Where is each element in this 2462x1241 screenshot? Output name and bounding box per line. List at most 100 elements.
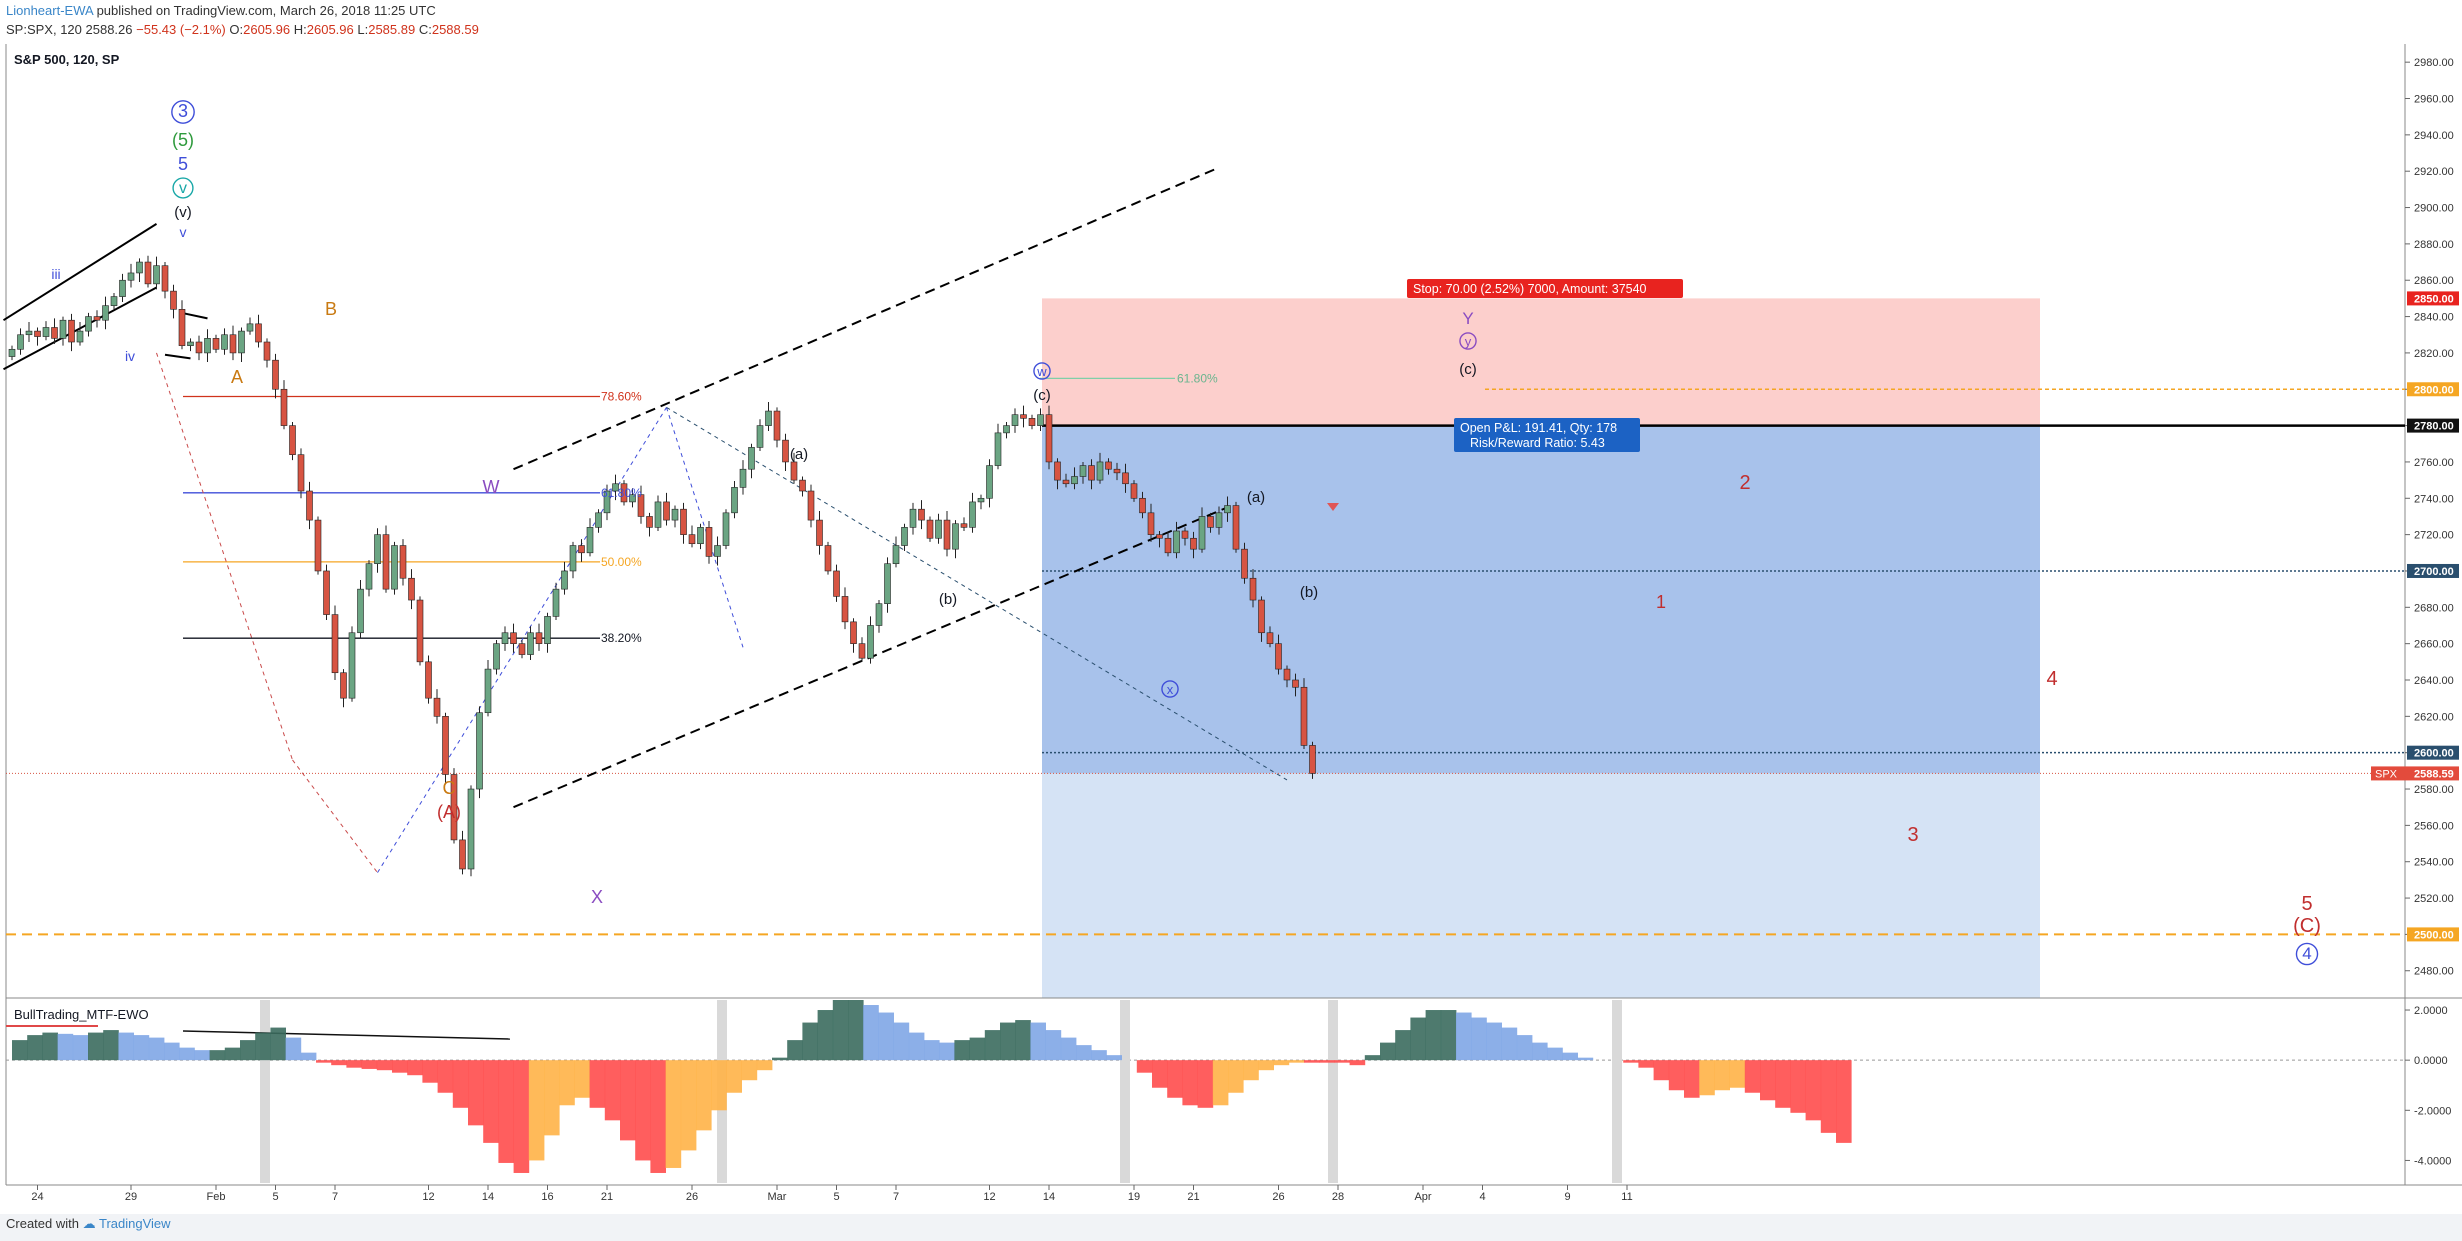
footer-brand[interactable]: TradingView — [99, 1216, 171, 1231]
y-tick-label: 2920.00 — [2414, 166, 2454, 178]
ewo-bar — [498, 1060, 514, 1163]
ewo-bar — [984, 1030, 1001, 1061]
ewo-bar — [452, 1060, 469, 1108]
candle-body — [493, 643, 500, 670]
ohlc-high-label: H: — [293, 22, 307, 37]
wave-v-circle-label-circle — [172, 177, 194, 199]
wave-5-label: 5 — [178, 154, 188, 174]
ewo-tick-label: -2.0000 — [2414, 1105, 2451, 1117]
ewo-bar — [924, 1040, 940, 1061]
candle-body — [960, 523, 968, 528]
ewo-bar — [422, 1060, 438, 1083]
ewo-bar — [802, 1022, 818, 1061]
wave-C-label: C — [443, 778, 456, 798]
ewo-bar — [696, 1060, 712, 1131]
ohlc-open: 2605.96 — [243, 22, 291, 37]
ewo-bar — [57, 1033, 74, 1061]
candle-body — [1147, 512, 1155, 535]
wave-x-circle-label: x — [1167, 682, 1174, 697]
ohlc-close-label: C: — [418, 22, 432, 37]
y-tick-label: 2980.00 — [2414, 57, 2454, 69]
candle-body — [773, 410, 781, 441]
ewo-tick-label: -4.0000 — [2414, 1155, 2451, 1167]
ewo-bar — [1501, 1027, 1518, 1061]
ewo-bar — [1334, 1060, 1350, 1063]
chart-canvas[interactable]: 78.60% 61.80% 50.00% 38.20% 61.80% 3 (5) 5 v (v) v… — [0, 44, 2462, 1214]
candle-body — [620, 483, 628, 503]
candle-body — [1232, 505, 1240, 550]
ewo-bar — [1395, 1030, 1411, 1061]
ewo-gray-band — [1328, 1000, 1338, 1183]
ewo-bar — [1699, 1060, 1715, 1096]
wave-w-circle-label-circle — [1033, 362, 1051, 380]
y-tick-label: 2660.00 — [2414, 639, 2454, 651]
candle-body — [459, 839, 466, 870]
candle-body — [1198, 516, 1206, 550]
ewo-tick-label: 2.0000 — [2414, 1005, 2448, 1017]
y-tick-label: 2820.00 — [2414, 348, 2454, 360]
candle-body — [1088, 465, 1095, 481]
ewo-bar — [285, 1037, 302, 1061]
x-tick-label: 26 — [1272, 1191, 1284, 1203]
candle-body — [306, 490, 313, 521]
candle-body — [408, 577, 415, 601]
candle-body — [136, 261, 143, 274]
ewo-bar — [1668, 1060, 1685, 1091]
ewo-bar — [1243, 1060, 1259, 1081]
y-tick-label: 2520.00 — [2414, 893, 2454, 905]
candle-body — [926, 519, 934, 539]
stop-label-bg — [1407, 279, 1683, 298]
ewo-bar — [346, 1060, 362, 1068]
price-label-2800: 2800.00 — [2414, 384, 2454, 396]
candle-body — [1139, 497, 1146, 514]
ewo-bar — [179, 1047, 195, 1061]
fib-label-small: 61.80% — [1177, 371, 1218, 385]
wave-Y-label: Y — [1462, 309, 1473, 328]
y-tick-label: 2740.00 — [2414, 493, 2454, 505]
candle-body — [705, 527, 713, 557]
candle-body — [1266, 632, 1274, 644]
author-link[interactable]: Lionheart-EWA — [6, 3, 93, 18]
ewo-bar — [1638, 1060, 1654, 1068]
ewo-bar — [1273, 1060, 1290, 1066]
candle-body — [569, 545, 577, 572]
ewo-bar — [1319, 1060, 1335, 1063]
tradingview-logo-icon: ☁ — [82, 1216, 96, 1231]
wave-small-v-label: v — [180, 224, 187, 240]
candle-body — [1105, 461, 1112, 470]
candle-body — [365, 563, 373, 590]
ewo-bar — [1562, 1052, 1578, 1061]
candle-body — [34, 330, 41, 337]
wave-A-label: A — [231, 367, 243, 387]
ewo-bar — [1684, 1060, 1700, 1098]
candle-body — [952, 523, 959, 550]
candle-body — [144, 261, 152, 285]
wave-A-paren-label: (A) — [437, 802, 461, 822]
candle-body — [238, 330, 245, 354]
ewo-bar — [680, 1060, 697, 1151]
ewo-bar — [863, 1005, 879, 1061]
candle-body — [416, 599, 424, 663]
candle-body — [586, 527, 594, 554]
candle-body — [399, 545, 407, 579]
ewo-bar — [1547, 1047, 1563, 1061]
candle-body — [841, 596, 849, 623]
candle-body — [382, 534, 390, 590]
ewo-bar — [72, 1035, 89, 1061]
wave-w-circle-label: w — [1036, 364, 1047, 379]
ewo-bar — [756, 1060, 773, 1071]
ewo-bar — [1364, 1055, 1381, 1061]
x-tick-label: 11 — [1621, 1191, 1632, 1203]
stop-label-box: Stop: 70.00 (2.52%) 7000, Amount: 37540 — [1407, 279, 1683, 298]
candle-body — [425, 661, 432, 699]
change-text: −55.43 (−2.1%) — [136, 22, 226, 37]
ewo-bar — [118, 1032, 134, 1061]
candle-body — [1241, 548, 1248, 579]
candle-body — [884, 563, 891, 604]
wave-B-label: B — [325, 299, 337, 319]
grid-lines — [5, 44, 2462, 1186]
wave-C-paren-label: (C) — [2293, 915, 2321, 937]
candle-body — [833, 570, 840, 597]
candle-body — [1309, 745, 1316, 774]
